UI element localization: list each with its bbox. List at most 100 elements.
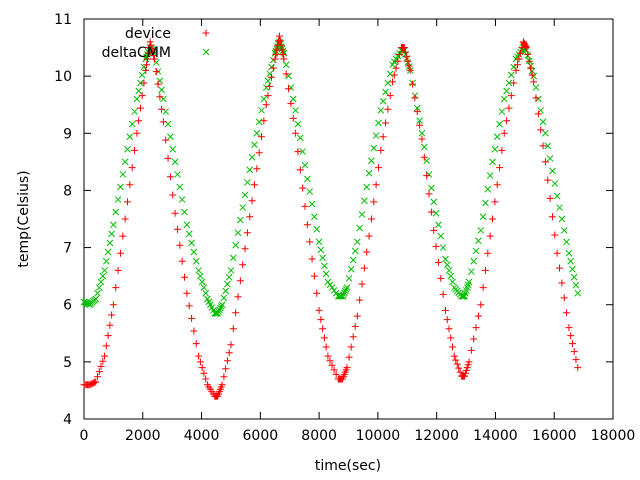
device-data-point xyxy=(171,209,179,217)
deltacmm-data-point-trail xyxy=(131,108,138,115)
device-data-point xyxy=(275,32,283,40)
device-data-point-trail xyxy=(123,198,131,206)
deltacmm-data-point-trail xyxy=(539,118,547,126)
device-data-point xyxy=(271,55,279,63)
device-data-point-trail xyxy=(516,49,524,57)
device-data-point-trail xyxy=(370,198,378,206)
device-data-point xyxy=(418,135,426,143)
device-data-point-trail xyxy=(496,164,504,172)
device-data-point-trail xyxy=(524,50,532,58)
device-data-point-trail xyxy=(243,229,251,237)
deltacmm-data-point xyxy=(304,175,311,183)
deltacmm-data-point-trail xyxy=(181,208,188,216)
deltacmm-data-point-trail xyxy=(296,134,304,142)
deltacmm-data-point-trail xyxy=(234,229,242,237)
deltacmm-data-point xyxy=(239,204,247,211)
series-device xyxy=(80,32,582,400)
deltacmm-data-point-trail xyxy=(306,188,314,195)
deltacmm-data-point-trail xyxy=(198,278,206,286)
deltacmm-data-point xyxy=(251,141,258,149)
device-data-point-trail xyxy=(232,309,240,317)
device-data-point-trail xyxy=(143,55,151,63)
deltacmm-data-point xyxy=(195,267,202,274)
deltacmm-data-point xyxy=(133,95,141,103)
deltacmm-data-point xyxy=(214,309,222,317)
device-data-point-trail xyxy=(394,57,402,65)
device-data-point-trail xyxy=(544,176,552,184)
device-data-point-trail xyxy=(108,311,116,319)
device-data-point-trail xyxy=(447,334,455,342)
legend-marker-deltaCMM xyxy=(202,48,210,56)
device-data-point-trail xyxy=(384,105,392,113)
deltacmm-data-point-trail xyxy=(117,183,124,191)
deltacmm-data-point-trail xyxy=(443,261,451,269)
x-axis-ticks: 0 2000 4000 6000 8000 10000 12000 14000 16000 180… xyxy=(80,19,635,444)
deltacmm-data-point-trail xyxy=(294,120,302,128)
deltacmm-data-point xyxy=(489,158,496,166)
device-data-point xyxy=(92,378,100,386)
device-data-point-trail xyxy=(453,360,461,368)
device-data-point-trail xyxy=(403,53,411,61)
deltacmm-data-point xyxy=(110,221,117,229)
legend-label-deltaCMM: deltaCMM xyxy=(102,45,171,61)
y-tick-label: 10 xyxy=(54,69,72,85)
device-data-point xyxy=(121,215,129,223)
deltacmm-data-point-trail xyxy=(330,287,338,294)
y-tick-label: 9 xyxy=(63,126,72,142)
device-data-point xyxy=(553,249,561,257)
device-data-point xyxy=(541,158,549,166)
device-data-point xyxy=(389,78,397,86)
deltacmm-data-point-trail xyxy=(178,196,186,203)
device-data-point-trail xyxy=(277,41,285,49)
deltacmm-data-point-trail xyxy=(188,239,195,247)
device-data-point-trail xyxy=(432,242,440,250)
deltacmm-data-point-trail xyxy=(167,133,174,141)
device-data-point xyxy=(565,324,573,332)
deltacmm-data-point-trail xyxy=(370,144,378,152)
deltacmm-data-point xyxy=(292,107,299,114)
device-data-point xyxy=(101,352,109,360)
device-data-point xyxy=(465,358,473,366)
device-data-point-trail xyxy=(220,373,228,381)
device-data-point-trail xyxy=(223,357,231,365)
deltacmm-data-point-trail xyxy=(215,308,222,315)
deltacmm-data-point-trail xyxy=(470,257,478,265)
deltacmm-data-point-trail xyxy=(358,211,366,218)
device-data-point xyxy=(400,44,408,52)
device-data-point-trail xyxy=(349,333,357,341)
deltacmm-data-point-trail xyxy=(384,79,392,87)
deltacmm-data-point xyxy=(553,192,561,200)
deltacmm-data-point-trail xyxy=(190,248,198,256)
device-data-point-trail xyxy=(320,334,328,342)
deltacmm-data-point-trail xyxy=(248,153,256,161)
deltacmm-data-point-trail xyxy=(308,200,316,208)
deltacmm-data-point-trail xyxy=(299,148,307,155)
device-data-point-trail xyxy=(294,148,302,156)
device-data-point-trail xyxy=(106,321,114,329)
deltacmm-data-point xyxy=(343,284,351,291)
deltacmm-data-point-trail xyxy=(94,289,101,297)
deltacmm-data-point-trail xyxy=(244,179,251,186)
deltacmm-data-point-trail xyxy=(126,133,134,141)
device-data-point-trail xyxy=(234,293,242,301)
x-tick-label: 8000 xyxy=(301,428,337,444)
deltacmm-data-point-trail xyxy=(137,79,144,87)
deltacmm-data-point-trail xyxy=(445,267,453,274)
deltacmm-data-point xyxy=(92,295,100,303)
device-data-point-trail xyxy=(91,378,99,386)
deltacmm-data-point-trail xyxy=(447,272,455,280)
device-data-point-trail xyxy=(551,231,559,239)
device-data-point xyxy=(183,289,191,297)
device-data-point-trail xyxy=(367,215,375,223)
deltacmm-data-point-trail xyxy=(124,145,131,153)
device-data-point-trail xyxy=(135,117,143,125)
device-data-point-trail xyxy=(95,368,103,376)
deltacmm-data-point-trail xyxy=(282,61,290,69)
device-data-point-trail xyxy=(266,82,274,90)
device-data-point-trail xyxy=(156,93,164,101)
device-data-point xyxy=(365,232,373,240)
device-data-point xyxy=(343,364,351,372)
deltacmm-data-point-trail xyxy=(479,213,487,221)
device-data-point-trail xyxy=(192,340,200,348)
